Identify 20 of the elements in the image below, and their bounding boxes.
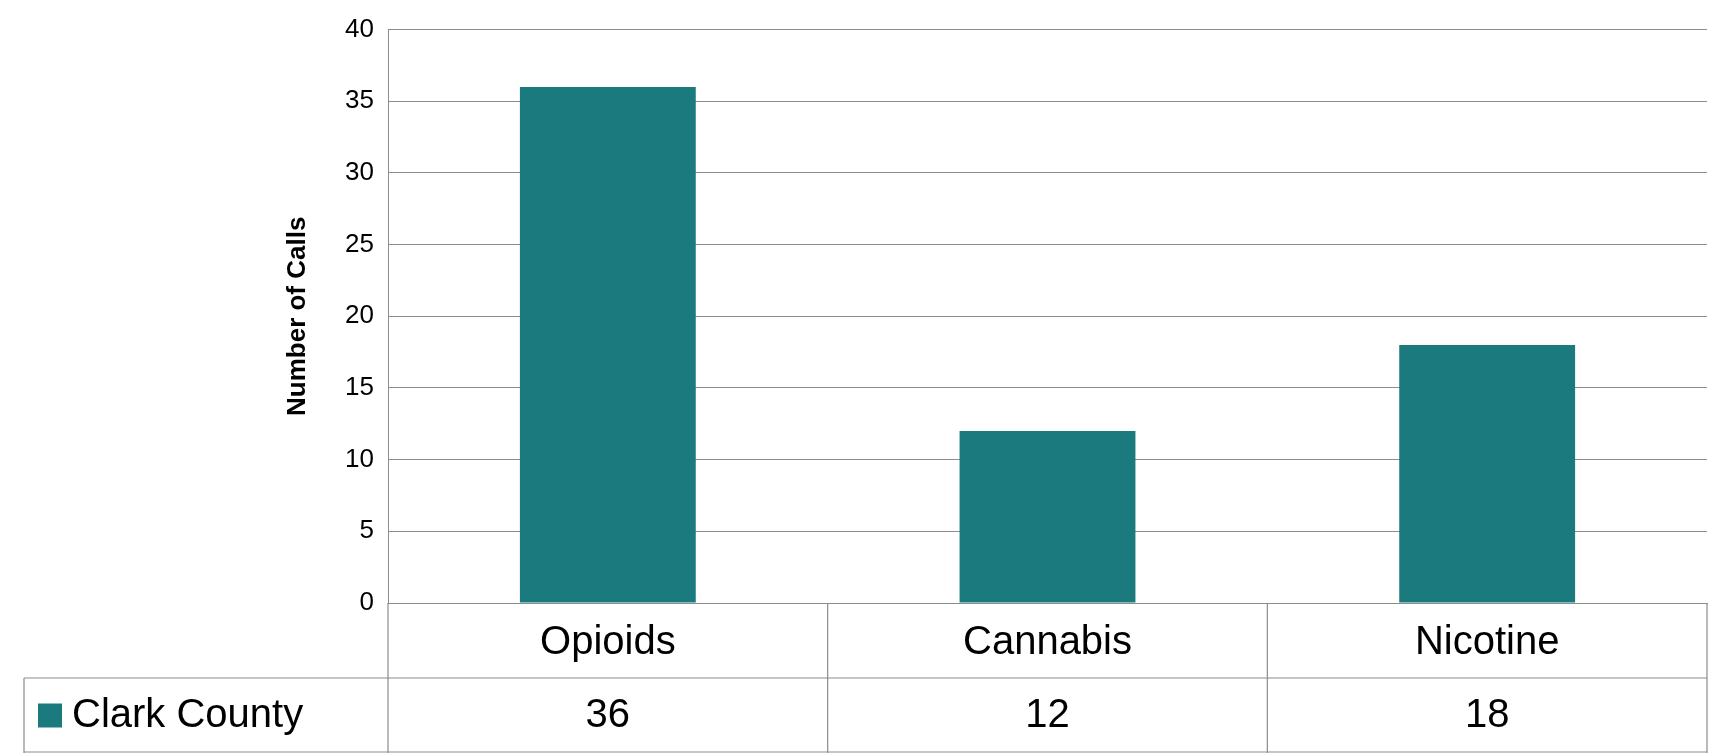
bar bbox=[1399, 344, 1576, 603]
y-tick-label: 15 bbox=[345, 371, 374, 402]
x-tick-label: Nicotine bbox=[1414, 618, 1560, 663]
y-tick-label: 30 bbox=[345, 156, 374, 187]
bar bbox=[959, 430, 1136, 603]
bar bbox=[519, 86, 696, 603]
y-tick-label: 35 bbox=[345, 84, 374, 115]
y-tick-label: 5 bbox=[359, 514, 374, 545]
data-label: 36 bbox=[585, 690, 631, 735]
data-label: 18 bbox=[1464, 690, 1510, 735]
x-tick-label: Cannabis bbox=[962, 618, 1133, 663]
y-axis-title: Number of Calls bbox=[280, 216, 311, 416]
y-tick-label: 25 bbox=[345, 227, 374, 258]
y-tick-label: 40 bbox=[345, 12, 374, 43]
y-tick-label: 10 bbox=[345, 442, 374, 473]
y-tick-label: 0 bbox=[359, 586, 374, 617]
x-tick-label: Opioids bbox=[540, 618, 676, 663]
data-label: 12 bbox=[1025, 690, 1070, 735]
y-tick-label: 20 bbox=[345, 299, 374, 330]
legend-label: Clark County bbox=[72, 690, 304, 735]
